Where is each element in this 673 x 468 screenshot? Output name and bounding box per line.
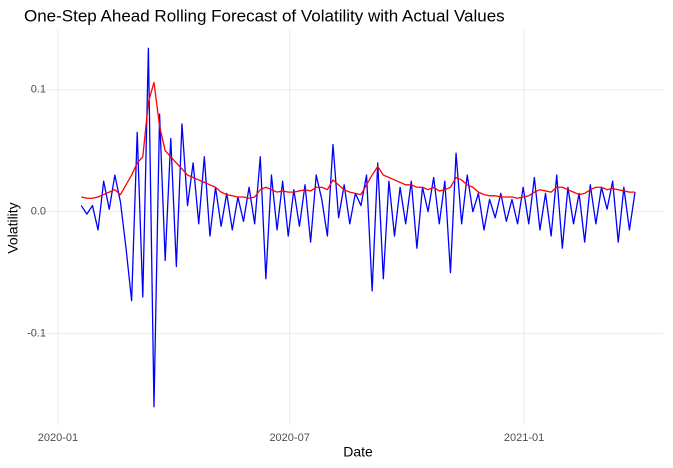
- series-line: [81, 81, 636, 199]
- x-tick-label: 2020-07: [269, 432, 309, 444]
- x-tick-label: 2020-01: [38, 432, 78, 444]
- y-tick-label: 0.0: [31, 206, 46, 218]
- y-axis-title: Volatility: [5, 202, 21, 253]
- chart-title: One-Step Ahead Rolling Forecast of Volat…: [24, 6, 505, 25]
- series-line: [80, 47, 636, 408]
- x-axis-title: Date: [343, 444, 373, 460]
- y-tick-label: 0.1: [31, 84, 46, 96]
- x-tick-label: 2021-01: [504, 432, 544, 444]
- y-tick-label: -0.1: [27, 327, 46, 339]
